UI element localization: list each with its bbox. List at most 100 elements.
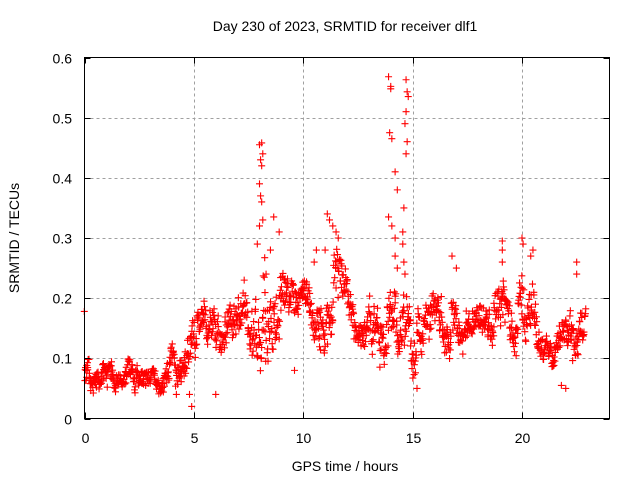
data-point bbox=[260, 273, 268, 281]
y-tick-label: 0 bbox=[64, 412, 72, 428]
data-point bbox=[174, 380, 182, 388]
data-point bbox=[350, 310, 358, 318]
data-point bbox=[236, 315, 244, 323]
data-point bbox=[385, 294, 393, 302]
data-point bbox=[504, 298, 512, 306]
data-point bbox=[567, 321, 575, 329]
data-point bbox=[256, 180, 263, 188]
data-point bbox=[403, 293, 411, 301]
data-point bbox=[250, 318, 258, 326]
data-point bbox=[191, 344, 199, 352]
data-point bbox=[300, 285, 308, 293]
data-point bbox=[165, 374, 173, 382]
data-point bbox=[385, 73, 393, 81]
data-point bbox=[402, 327, 410, 335]
data-point bbox=[210, 305, 218, 313]
data-point bbox=[99, 360, 107, 368]
data-point bbox=[474, 306, 482, 314]
data-point bbox=[210, 311, 218, 319]
y-tick-label: 0.6 bbox=[53, 51, 73, 67]
data-point bbox=[221, 333, 229, 341]
data-point bbox=[268, 340, 276, 348]
data-point bbox=[557, 381, 565, 389]
data-point bbox=[401, 270, 409, 278]
data-point bbox=[221, 318, 229, 326]
data-point bbox=[513, 324, 521, 332]
data-point bbox=[266, 246, 274, 254]
data-point bbox=[289, 293, 297, 301]
data-point bbox=[258, 139, 266, 147]
data-point bbox=[346, 291, 354, 299]
data-point bbox=[402, 76, 410, 84]
data-point bbox=[247, 341, 255, 349]
data-point bbox=[413, 384, 421, 392]
data-point bbox=[259, 150, 267, 158]
data-point bbox=[334, 293, 342, 301]
data-point bbox=[379, 330, 387, 338]
data-point bbox=[257, 339, 265, 347]
data-point bbox=[252, 295, 260, 303]
data-point bbox=[386, 313, 394, 321]
data-point bbox=[452, 315, 460, 323]
data-point bbox=[555, 343, 563, 351]
data-point bbox=[398, 309, 406, 317]
data-point bbox=[241, 312, 249, 320]
data-point bbox=[258, 198, 266, 206]
data-point bbox=[193, 340, 201, 348]
data-point bbox=[415, 313, 423, 321]
data-point bbox=[136, 372, 144, 380]
data-point bbox=[195, 311, 203, 319]
data-point bbox=[376, 363, 384, 371]
data-point bbox=[382, 350, 390, 358]
data-point bbox=[415, 313, 423, 321]
data-point bbox=[404, 310, 412, 318]
data-point bbox=[489, 329, 497, 337]
data-point bbox=[170, 354, 178, 362]
data-point bbox=[257, 354, 265, 362]
data-point bbox=[447, 332, 455, 340]
data-point bbox=[188, 402, 196, 410]
data-point bbox=[275, 335, 283, 343]
data-point bbox=[459, 350, 467, 358]
data-point bbox=[254, 352, 262, 360]
data-point bbox=[97, 379, 105, 387]
data-point bbox=[268, 325, 276, 333]
data-point bbox=[482, 307, 490, 315]
data-point bbox=[97, 369, 105, 377]
data-point bbox=[438, 318, 446, 326]
data-point bbox=[255, 318, 263, 326]
data-point bbox=[403, 88, 411, 96]
data-point bbox=[213, 318, 221, 326]
data-point bbox=[505, 302, 513, 310]
data-point bbox=[291, 309, 299, 317]
x-tick-label: 5 bbox=[191, 430, 199, 446]
data-point bbox=[326, 216, 333, 224]
data-point bbox=[378, 333, 386, 341]
data-point bbox=[108, 358, 116, 366]
data-point bbox=[498, 246, 506, 254]
data-point bbox=[499, 311, 507, 319]
data-point bbox=[259, 314, 267, 322]
data-point bbox=[159, 388, 167, 396]
data-point bbox=[368, 337, 376, 345]
data-point bbox=[349, 301, 357, 309]
data-point bbox=[315, 324, 323, 332]
data-point bbox=[510, 343, 518, 351]
data-point bbox=[175, 373, 183, 381]
data-point bbox=[573, 350, 581, 358]
data-point bbox=[282, 289, 290, 297]
data-point bbox=[271, 329, 279, 337]
data-point bbox=[388, 222, 396, 230]
data-point bbox=[412, 369, 420, 377]
data-point bbox=[393, 186, 401, 194]
data-point bbox=[529, 246, 537, 254]
data-point bbox=[316, 346, 324, 354]
x-tick-labels: 0 5 10 15 20 bbox=[82, 430, 531, 446]
data-point bbox=[508, 317, 516, 325]
data-point bbox=[168, 340, 176, 348]
data-point bbox=[393, 321, 401, 329]
data-point bbox=[518, 284, 526, 292]
data-point bbox=[202, 306, 210, 314]
data-point bbox=[500, 286, 508, 294]
data-point bbox=[404, 93, 412, 101]
